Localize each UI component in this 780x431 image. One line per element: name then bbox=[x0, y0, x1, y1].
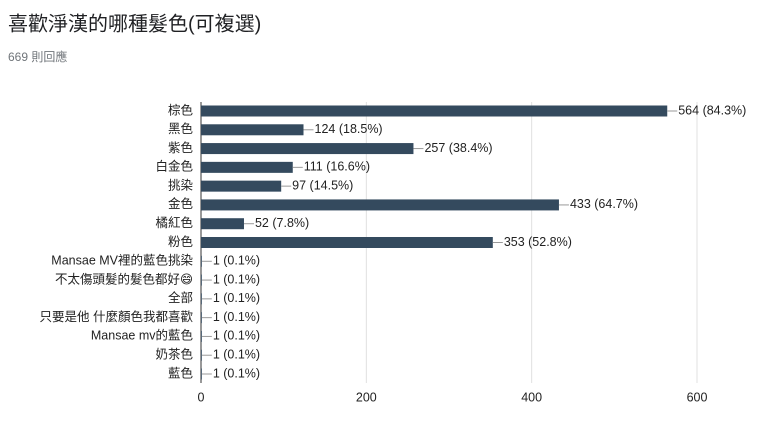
y-tick-label: 粉色 bbox=[168, 234, 194, 249]
bar bbox=[201, 105, 668, 117]
bar bbox=[201, 255, 202, 267]
value-label: 111 (16.6%) bbox=[304, 160, 370, 174]
value-label: 1 (0.1%) bbox=[213, 272, 260, 286]
value-label: 1 (0.1%) bbox=[213, 310, 260, 324]
value-label: 1 (0.1%) bbox=[213, 348, 260, 362]
value-label: 1 (0.1%) bbox=[213, 366, 260, 380]
y-tick-label: 棕色 bbox=[168, 102, 194, 117]
x-tick-label: 600 bbox=[687, 390, 708, 404]
bar bbox=[201, 274, 202, 286]
y-tick-label: 藍色 bbox=[168, 365, 194, 380]
y-tick-label: 黑色 bbox=[168, 121, 194, 136]
x-tick-label: 200 bbox=[356, 390, 377, 404]
bar bbox=[201, 218, 244, 230]
bar bbox=[201, 143, 414, 155]
value-label: 52 (7.8%) bbox=[255, 216, 309, 230]
x-tick-label: 0 bbox=[198, 390, 205, 404]
bar bbox=[201, 368, 202, 380]
chart-subtitle: 669 則回應 bbox=[8, 49, 67, 64]
value-label: 124 (18.5%) bbox=[315, 122, 383, 136]
y-tick-label: 白金色 bbox=[155, 159, 193, 174]
bar bbox=[201, 330, 202, 342]
value-label: 353 (52.8%) bbox=[504, 235, 572, 249]
bar bbox=[201, 199, 559, 211]
y-tick-label: 奶茶色 bbox=[155, 347, 193, 362]
y-tick-label: Mansae MV裡的藍色挑染 bbox=[51, 253, 193, 268]
chart-title: 喜歡淨漢的哪種髮色(可複選) bbox=[8, 12, 261, 35]
bar bbox=[201, 312, 202, 324]
y-tick-label: 橘紅色 bbox=[155, 215, 193, 230]
value-label: 1 (0.1%) bbox=[213, 254, 260, 268]
value-label: 257 (38.4%) bbox=[424, 141, 492, 155]
value-label: 564 (84.3%) bbox=[678, 103, 746, 117]
bar bbox=[201, 349, 202, 361]
y-tick-label: 挑染 bbox=[168, 177, 194, 192]
x-tick-label: 400 bbox=[521, 390, 542, 404]
y-tick-label: 紫色 bbox=[168, 140, 194, 155]
y-tick-label: 只要是他 什麼顏色我都喜歡 bbox=[40, 309, 194, 324]
bar bbox=[201, 293, 202, 305]
bar bbox=[201, 237, 493, 248]
value-label: 1 (0.1%) bbox=[213, 329, 260, 343]
bar bbox=[201, 161, 293, 173]
value-label: 97 (14.5%) bbox=[292, 178, 353, 192]
y-tick-label: 全部 bbox=[168, 290, 193, 305]
y-tick-label: 金色 bbox=[168, 196, 194, 211]
value-label: 433 (64.7%) bbox=[570, 197, 638, 211]
y-tick-label: Mansae mv的藍色 bbox=[91, 328, 194, 343]
bar bbox=[201, 124, 304, 136]
bar bbox=[201, 180, 282, 192]
y-tick-label: 不太傷頭髮的髮色都好😄 bbox=[55, 271, 193, 286]
value-label: 1 (0.1%) bbox=[213, 291, 260, 305]
